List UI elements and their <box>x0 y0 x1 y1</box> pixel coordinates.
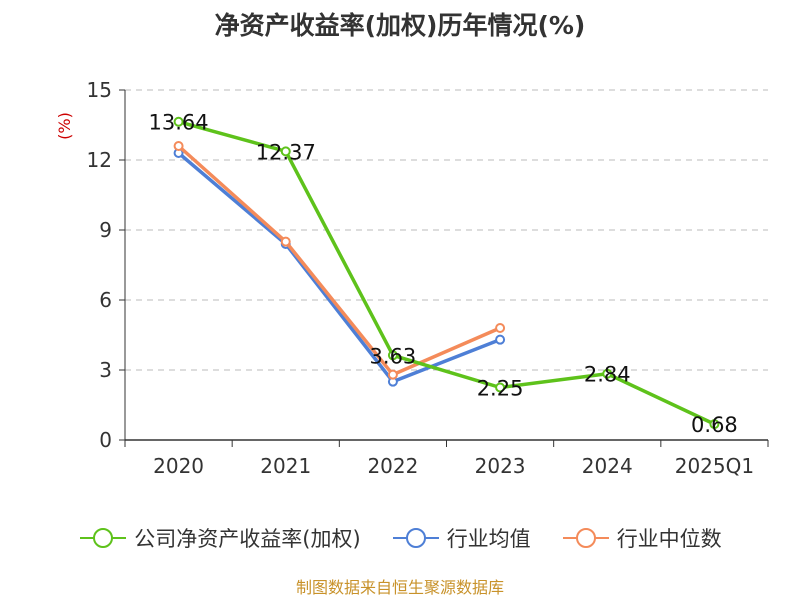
y-tick-label: 12 <box>87 148 112 172</box>
chart-title: 净资产收益率(加权)历年情况(%) <box>214 11 586 40</box>
data-label: 0.68 <box>691 413 738 437</box>
legend-marker <box>562 528 609 548</box>
source-note: 制图数据来自恒生聚源数据库 <box>295 578 504 597</box>
legend-label: 行业中位数 <box>616 527 722 551</box>
x-tick-label: 2024 <box>582 454 633 478</box>
x-tick-label: 2020 <box>153 454 204 478</box>
legend-circle <box>93 528 114 548</box>
x-tick-label: 2023 <box>475 454 526 478</box>
y-tick-label: 0 <box>99 428 112 452</box>
series-lines <box>173 116 720 430</box>
data-label: 2.25 <box>477 377 524 401</box>
y-tick-label: 15 <box>87 78 112 102</box>
legend-marker <box>392 528 439 548</box>
data-point <box>387 369 398 380</box>
axes: 0 3 6 9 12 15 2020 2021 2022 2023 2024 2025Q1 (%) <box>55 78 769 478</box>
legend-marker <box>80 528 127 548</box>
data-label: 12.37 <box>256 140 316 164</box>
data-label: 13.64 <box>149 111 209 135</box>
data-point <box>495 323 506 333</box>
series-line <box>177 144 501 377</box>
y-tick-label: 6 <box>99 288 112 312</box>
legend-label: 公司净资产收益率(加权) <box>134 527 361 551</box>
data-point <box>173 116 184 127</box>
data-point <box>602 368 613 379</box>
x-tick-label: 2022 <box>367 454 418 478</box>
legend: 公司净资产收益率(加权) 行业均值 行业中位数 <box>0 518 800 558</box>
legend-item[interactable]: 行业均值 <box>391 523 531 553</box>
y-axis-label: (%) <box>55 112 74 140</box>
legend-circle <box>405 528 426 548</box>
y-tick-label: 9 <box>99 218 112 242</box>
data-label: 2.84 <box>584 363 631 387</box>
data-point <box>280 236 291 247</box>
data-point <box>495 382 506 393</box>
series-line <box>178 120 716 426</box>
y-tick-label: 3 <box>99 358 112 382</box>
legend-item[interactable]: 行业中位数 <box>561 523 722 553</box>
x-tick-label: 2021 <box>260 454 311 478</box>
data-label: 3.63 <box>370 344 417 368</box>
legend-label: 行业均值 <box>446 527 531 551</box>
data-point <box>495 334 506 345</box>
data-labels: 13.64 12.37 3.63 2.25 2.84 0.68 <box>149 111 738 437</box>
data-point <box>387 350 398 361</box>
data-point <box>709 419 720 430</box>
x-tick-label: 2025Q1 <box>675 454 754 478</box>
legend-circle <box>575 528 596 548</box>
series-line <box>177 151 501 384</box>
data-point <box>280 146 291 157</box>
data-point <box>173 141 184 151</box>
legend-item[interactable]: 公司净资产收益率(加权) <box>78 523 361 553</box>
